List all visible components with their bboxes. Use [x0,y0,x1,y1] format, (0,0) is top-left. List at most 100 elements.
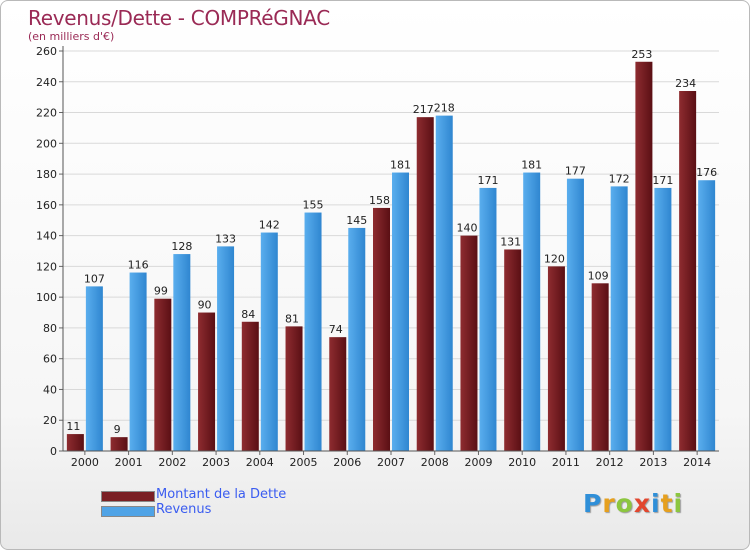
label-revenus-2003: 133 [215,232,236,245]
bar-dette-2004 [241,321,259,451]
label-dette-2013: 253 [631,48,652,61]
chart-title: Revenus/Dette - COMPRéGNAC [28,6,330,30]
logo-letter: P [583,489,603,518]
bar-revenus-2000 [85,286,103,451]
label-revenus-2005: 155 [303,199,324,212]
label-revenus-2008: 218 [434,102,455,115]
bar-revenus-2001 [129,272,147,451]
label-revenus-2002: 128 [171,240,192,253]
label-revenus-2000: 107 [84,272,105,285]
logo-letter: i [673,489,684,518]
bar-dette-2010 [504,249,522,451]
bars [66,61,716,452]
y-axis-ticks: 0 20 40 60 80 100 120 140 160 180 200 220 240 260 [36,45,63,458]
bar-dette-2005 [285,326,303,451]
label-dette-2008: 217 [413,103,434,116]
logo-letter: o [615,489,634,518]
bar-revenus-2010 [523,172,541,452]
bar-revenus-2012 [610,186,628,451]
x-tick-label: 2002 [158,456,186,469]
chart-subtitle: (en milliers d'€) [28,30,115,43]
legend-swatch-dette [101,491,155,502]
x-tick-label: 2001 [115,456,143,469]
label-revenus-2013: 171 [652,174,673,187]
y-tick-label: 120 [36,260,57,273]
label-revenus-2010: 181 [521,159,542,172]
x-axis-ticks: 2000 2001 2002 2003 2004 2005 2006 2007 2008 2009… [71,451,711,469]
label-revenus-2009: 171 [477,174,498,187]
x-tick-label: 2007 [377,456,405,469]
x-tick-label: 2012 [596,456,624,469]
x-tick-label: 2008 [421,456,449,469]
label-revenus-2012: 172 [609,172,630,185]
label-revenus-2007: 181 [390,159,411,172]
y-tick-label: 0 [50,445,57,458]
y-tick-label: 20 [43,414,57,427]
bar-dette-2002 [154,298,172,451]
label-dette-2001: 9 [114,423,121,436]
bar-revenus-2002 [173,254,191,451]
label-dette-2007: 158 [369,194,390,207]
logo-letter: i [651,489,661,518]
label-revenus-2004: 142 [259,219,280,232]
bar-dette-2000 [66,434,84,451]
logo-letter: r [602,489,616,518]
axes [62,46,719,452]
y-tick-label: 100 [36,291,57,304]
label-revenus-2011: 177 [565,165,586,178]
y-tick-label: 180 [36,168,57,181]
y-tick-label: 260 [36,45,57,58]
label-dette-2014: 234 [675,77,696,90]
label-revenus-2006: 145 [346,214,367,227]
bar-dette-2014 [679,91,697,451]
label-dette-2004: 84 [241,308,255,321]
bar-dette-2011 [547,266,565,451]
bar-dette-2006 [329,337,347,451]
label-dette-2002: 99 [154,285,168,298]
legend-label-dette: Montant de la Dette [156,487,287,502]
x-tick-label: 2003 [202,456,230,469]
x-tick-label: 2000 [71,456,99,469]
x-tick-label: 2009 [464,456,492,469]
y-tick-label: 40 [43,383,57,396]
y-tick-label: 160 [36,199,57,212]
label-dette-2011: 120 [544,252,565,265]
y-tick-label: 240 [36,76,57,89]
label-revenus-2014: 176 [696,166,717,179]
logo-letter: x [633,489,651,518]
bar-revenus-2005 [304,212,322,451]
label-dette-2003: 90 [198,299,212,312]
legend-swatch-revenus [101,506,155,517]
x-tick-label: 2006 [333,456,361,469]
bar-dette-2012 [591,283,609,451]
label-dette-2006: 74 [329,323,343,336]
bar-revenus-2009 [479,187,497,451]
bar-revenus-2008 [435,115,453,451]
y-tick-label: 200 [36,137,57,150]
bar-revenus-2006 [348,227,366,451]
legend-label-revenus: Revenus [156,502,212,517]
label-dette-2012: 109 [588,269,609,282]
bar-revenus-2007 [392,172,409,452]
bar-dette-2009 [460,235,478,451]
bar-dette-2013 [635,61,653,452]
x-tick-label: 2013 [639,456,667,469]
y-tick-label: 80 [43,322,57,335]
x-tick-label: 2010 [508,456,536,469]
label-dette-2010: 131 [500,235,521,248]
bar-revenus-2003 [217,246,235,451]
label-dette-2005: 81 [285,312,299,325]
y-tick-label: 140 [36,230,57,243]
bar-dette-2001 [110,437,128,451]
y-tick-label: 60 [43,353,57,366]
label-dette-2000: 11 [66,420,80,433]
x-tick-label: 2005 [290,456,318,469]
bar-revenus-2014 [698,180,716,451]
proxiti-logo: Proxiti [583,489,683,518]
label-revenus-2001: 116 [128,259,149,272]
bar-revenus-2013 [654,187,672,451]
bar-dette-2003 [198,312,216,451]
label-dette-2009: 140 [456,222,477,235]
